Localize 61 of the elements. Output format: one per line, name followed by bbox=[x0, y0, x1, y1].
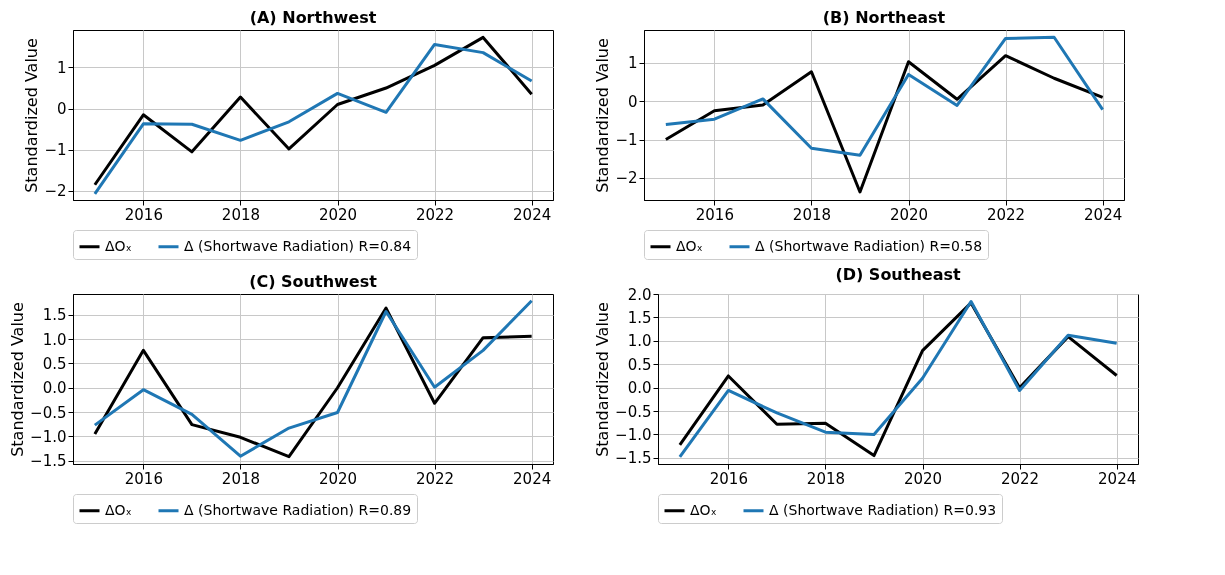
legend-label: ΔOₓ bbox=[105, 501, 132, 518]
x-tick-label: 2016 bbox=[124, 205, 163, 224]
x-tick-label: 2022 bbox=[415, 205, 455, 224]
y-tick-label: −1.0 bbox=[30, 427, 67, 446]
x-tick-label: 2018 bbox=[792, 205, 832, 224]
x-tick-label: 2022 bbox=[415, 469, 455, 488]
legend-label: ΔOₓ bbox=[690, 501, 717, 518]
legend-label: ΔOₓ bbox=[105, 237, 132, 254]
y-tick-label: 1.5 bbox=[627, 308, 652, 327]
x-tick-label: 2024 bbox=[513, 469, 552, 488]
x-tick-label: 2018 bbox=[221, 205, 261, 224]
y-axis-title: Standardized Value bbox=[22, 38, 42, 193]
legend-label: Δ (Shortwave Radiation) R=0.58 bbox=[755, 237, 983, 254]
x-tick-label: 2022 bbox=[1000, 469, 1040, 488]
y-tick-label: 0.5 bbox=[42, 354, 67, 373]
y-axis-title: Standardized Value bbox=[8, 302, 28, 457]
y-tick-label: 1 bbox=[627, 54, 638, 73]
y-tick-label: −0.5 bbox=[30, 403, 67, 422]
legend-label: Δ (Shortwave Radiation) R=0.84 bbox=[184, 237, 412, 254]
x-tick-label: 2020 bbox=[889, 205, 929, 224]
x-tick-label: 2016 bbox=[709, 469, 748, 488]
y-tick-label: 0 bbox=[56, 100, 67, 119]
x-tick-label: 2022 bbox=[986, 205, 1026, 224]
x-tick-label: 2016 bbox=[695, 205, 734, 224]
y-tick-label: 0.5 bbox=[627, 355, 652, 374]
x-tick-label: 2020 bbox=[318, 469, 358, 488]
y-tick-label: 0 bbox=[627, 92, 638, 111]
x-tick-label: 2016 bbox=[124, 469, 163, 488]
x-tick-label: 2020 bbox=[318, 205, 358, 224]
line-series bbox=[664, 54, 1105, 194]
y-tick-label: 1.0 bbox=[42, 330, 67, 349]
x-tick-label: 2024 bbox=[1098, 469, 1137, 488]
x-tick-label: 2020 bbox=[903, 469, 943, 488]
x-tick-label: 2024 bbox=[1084, 205, 1123, 224]
legend-label: Δ (Shortwave Radiation) R=0.93 bbox=[769, 501, 997, 518]
y-tick-label: −1.0 bbox=[615, 426, 652, 444]
y-tick-label: −1 bbox=[44, 141, 67, 160]
chart-title: (A) Northwest bbox=[249, 8, 377, 27]
y-tick-label: 0.0 bbox=[42, 379, 67, 398]
y-tick-label: −1.5 bbox=[615, 449, 652, 468]
x-tick-label: 2018 bbox=[806, 469, 846, 488]
y-tick-label: −2 bbox=[44, 182, 67, 201]
y-axis-title: Standardized Value bbox=[593, 38, 613, 193]
chart-title: (D) Southeast bbox=[835, 265, 961, 284]
y-axis-title: Standardized Value bbox=[593, 302, 613, 457]
x-tick-label: 2018 bbox=[221, 469, 261, 488]
legend-label: Δ (Shortwave Radiation) R=0.89 bbox=[184, 501, 412, 518]
chart-title: (C) Southwest bbox=[249, 272, 378, 291]
x-tick-label: 2024 bbox=[513, 205, 552, 224]
y-tick-label: 2.0 bbox=[627, 285, 652, 304]
legend-label: ΔOₓ bbox=[676, 237, 703, 254]
y-tick-label: −1 bbox=[615, 131, 638, 149]
chart-title: (B) Northeast bbox=[822, 8, 946, 27]
y-tick-label: −0.5 bbox=[615, 402, 652, 421]
y-tick-label: 1.0 bbox=[627, 332, 652, 351]
y-tick-label: 1 bbox=[56, 58, 67, 77]
y-tick-label: 0.0 bbox=[627, 379, 652, 398]
y-tick-label: −1.5 bbox=[30, 452, 67, 471]
line-series bbox=[664, 35, 1105, 157]
y-tick-label: −2 bbox=[615, 169, 638, 188]
y-tick-label: 1.5 bbox=[42, 306, 67, 325]
